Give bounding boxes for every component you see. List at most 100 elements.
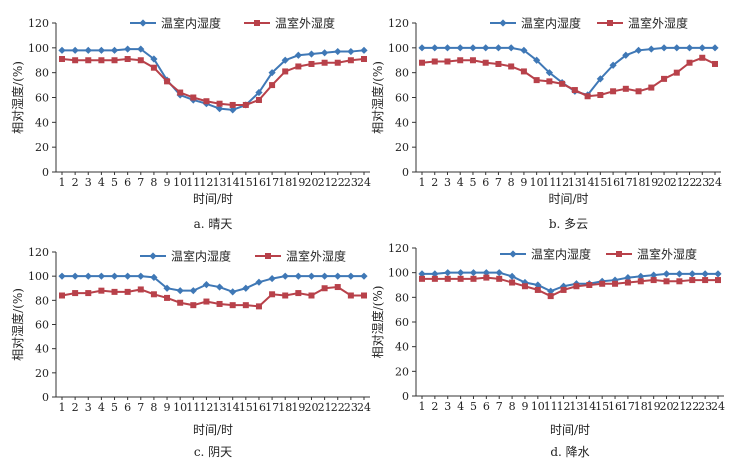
data-point-outside (85, 57, 92, 64)
series-line-outside (61, 286, 364, 308)
x-tick-label: 20 (304, 176, 318, 189)
data-point-outside (229, 101, 236, 108)
data-point-outside (72, 290, 79, 297)
x-tick-label: 10 (173, 176, 187, 189)
x-tick-label: 2 (431, 400, 438, 413)
y-axis-title: 相对湿度/(%) (10, 61, 25, 134)
x-axis-title: 时间/时 (193, 192, 233, 206)
chart-caption: d. 降水 (550, 445, 589, 459)
x-tick-label: 5 (470, 400, 477, 413)
data-point-outside (177, 299, 184, 306)
data-point-outside (444, 275, 451, 282)
legend-entry-outside: 温室外湿度 (244, 16, 335, 31)
data-point-outside (686, 59, 693, 66)
legend-entry-inside: 温室内湿度 (140, 249, 231, 264)
x-tick-label: 12 (199, 401, 213, 414)
data-point-inside (443, 44, 452, 52)
x-tick-label: 9 (164, 176, 171, 189)
data-point-outside (650, 277, 657, 284)
data-point-inside (84, 272, 92, 280)
data-point-outside (164, 294, 171, 301)
data-point-outside (622, 85, 629, 92)
data-point-outside (496, 275, 503, 282)
x-tick-label: 23 (698, 400, 712, 413)
y-tick-label: 40 (35, 343, 49, 356)
legend-label: 温室内湿度 (521, 16, 581, 31)
data-point-inside (711, 44, 719, 52)
data-point-outside (715, 277, 721, 284)
y-tick-label: 0 (42, 391, 49, 404)
data-point-outside (547, 293, 554, 300)
x-tick-label: 3 (444, 176, 451, 189)
y-tick-label: 120 (388, 242, 409, 255)
x-tick-label: 5 (111, 401, 118, 414)
y-tick-label: 60 (395, 92, 409, 105)
x-tick-label: 7 (137, 176, 144, 189)
x-tick-label: 4 (457, 400, 464, 413)
legend-entry-inside: 温室内湿度 (490, 16, 581, 31)
data-point-inside (547, 287, 555, 295)
data-point-inside (533, 56, 541, 64)
data-point-inside (242, 284, 250, 292)
x-tick-label: 11 (186, 401, 200, 414)
y-tick-label: 120 (28, 246, 49, 259)
x-tick-label: 17 (265, 401, 279, 414)
data-point-outside (308, 292, 315, 299)
data-point-outside (216, 100, 223, 107)
y-tick-label: 60 (35, 92, 49, 105)
data-point-inside (110, 46, 119, 54)
y-tick-label: 0 (402, 390, 409, 403)
data-point-outside (295, 290, 302, 297)
data-point-outside (150, 291, 157, 298)
data-point-outside (612, 280, 619, 287)
x-tick-label: 12 (557, 400, 571, 413)
y-tick-label: 60 (395, 316, 409, 329)
data-point-outside (483, 274, 490, 281)
data-point-inside (685, 44, 694, 52)
data-point-outside (571, 87, 578, 94)
data-point-outside (508, 63, 515, 70)
data-point-outside (269, 291, 276, 298)
x-tick-label: 10 (531, 400, 545, 413)
data-point-inside (418, 44, 426, 52)
data-point-inside (456, 44, 464, 52)
y-tick-label: 0 (42, 166, 49, 179)
x-tick-label: 4 (98, 176, 105, 189)
data-point-inside (229, 288, 237, 296)
legend-entry-outside: 温室外湿度 (255, 249, 346, 264)
data-point-outside (321, 285, 328, 292)
x-tick-label: 7 (495, 176, 502, 189)
x-tick-label: 6 (124, 401, 131, 414)
x-tick-label: 8 (150, 401, 157, 414)
series-line-outside (61, 58, 365, 106)
x-tick-label: 8 (508, 176, 515, 189)
chart-caption: b. 多云 (549, 217, 588, 231)
data-point-outside (509, 279, 516, 286)
x-tick-label: 2 (72, 176, 79, 189)
data-point-outside (676, 278, 683, 285)
y-tick-label: 100 (388, 42, 409, 55)
x-tick-label: 23 (344, 176, 358, 189)
data-point-inside (150, 273, 158, 281)
data-point-outside (124, 56, 131, 63)
legend-marker (607, 20, 613, 26)
data-point-outside (150, 64, 157, 71)
data-point-inside (624, 274, 632, 282)
series-line-outside (422, 276, 718, 298)
x-tick-label: 4 (457, 176, 464, 189)
x-tick-label: 3 (85, 176, 92, 189)
x-tick-label: 18 (278, 401, 292, 414)
series-line-inside (62, 48, 365, 111)
y-axis-title: 相对湿度/(%) (10, 288, 25, 361)
x-tick-label: 15 (239, 176, 253, 189)
x-tick-label: 2 (72, 401, 79, 414)
data-point-outside (520, 68, 527, 75)
data-point-outside (597, 92, 604, 99)
legend-label: 温室内湿度 (171, 249, 231, 264)
data-point-inside (545, 69, 553, 77)
data-point-inside (660, 44, 668, 52)
x-tick-label: 7 (496, 400, 503, 413)
